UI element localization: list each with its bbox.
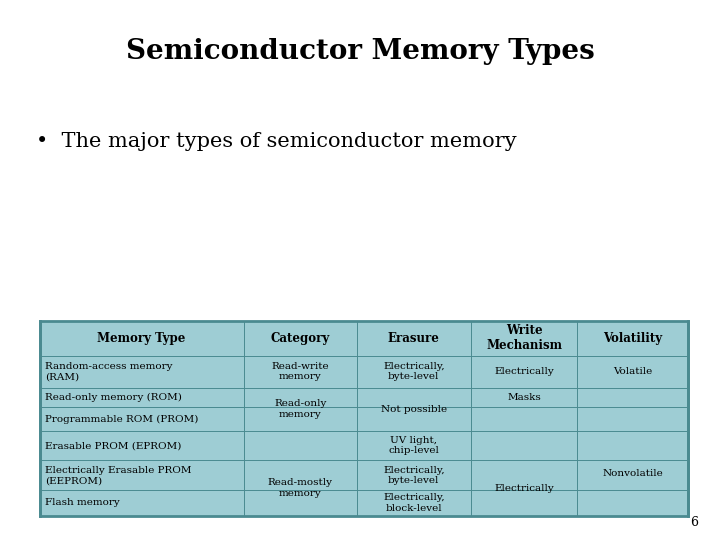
Text: Nonvolatile: Nonvolatile <box>602 469 663 478</box>
Text: Random-access memory
(RAM): Random-access memory (RAM) <box>45 362 173 381</box>
Text: Volatility: Volatility <box>603 332 662 345</box>
Text: Not possible: Not possible <box>381 404 447 414</box>
Text: Electrically: Electrically <box>494 484 554 492</box>
Text: •  The major types of semiconductor memory: • The major types of semiconductor memor… <box>36 132 517 151</box>
Text: Memory Type: Memory Type <box>97 332 186 345</box>
Text: Read-write
memory: Read-write memory <box>271 362 329 381</box>
Text: Flash memory: Flash memory <box>45 498 120 508</box>
Text: Electrically,
byte-level: Electrically, byte-level <box>383 362 445 381</box>
Text: Semiconductor Memory Types: Semiconductor Memory Types <box>125 38 595 65</box>
Text: Erasable PROM (EPROM): Erasable PROM (EPROM) <box>45 441 181 450</box>
Text: 6: 6 <box>690 516 698 529</box>
Text: Electrically: Electrically <box>494 367 554 376</box>
Text: Masks: Masks <box>507 393 541 402</box>
Text: Erasure: Erasure <box>388 332 440 345</box>
Text: Read-mostly
memory: Read-mostly memory <box>268 478 333 498</box>
Text: Category: Category <box>271 332 330 345</box>
Text: Electrically,
byte-level: Electrically, byte-level <box>383 465 445 485</box>
Text: Programmable ROM (PROM): Programmable ROM (PROM) <box>45 415 199 423</box>
Bar <box>40 321 688 516</box>
Text: Electrically,
block-level: Electrically, block-level <box>383 494 445 512</box>
Text: Write
Mechanism: Write Mechanism <box>486 325 562 353</box>
Text: Read-only
memory: Read-only memory <box>274 400 327 419</box>
Text: Read-only memory (ROM): Read-only memory (ROM) <box>45 393 182 402</box>
Text: Volatile: Volatile <box>613 367 652 376</box>
Text: Electrically Erasable PROM
(EEPROM): Electrically Erasable PROM (EEPROM) <box>45 465 192 485</box>
Text: UV light,
chip-level: UV light, chip-level <box>388 436 439 455</box>
